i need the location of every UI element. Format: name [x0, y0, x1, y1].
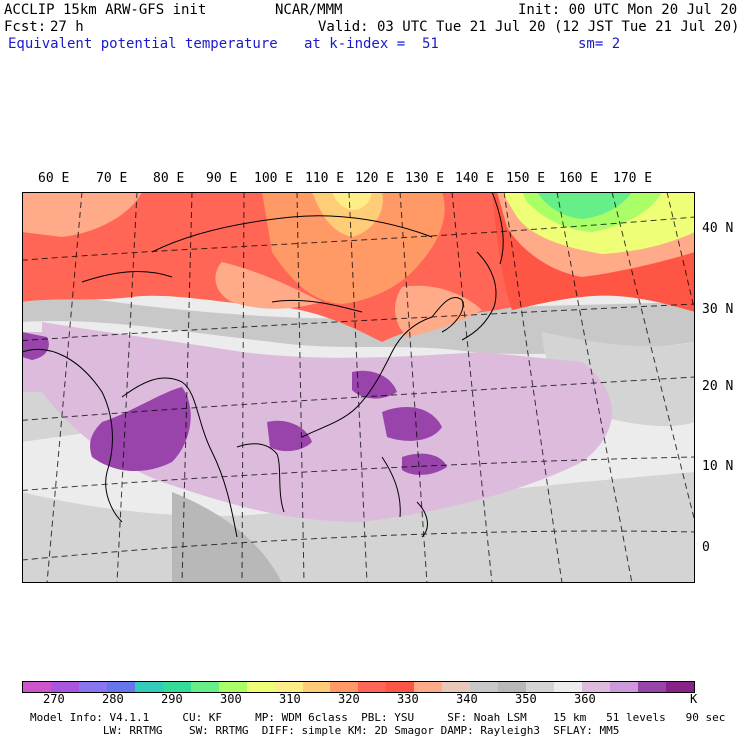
colorbar-swatch — [50, 682, 79, 692]
colorbar-swatch — [302, 682, 331, 692]
warm-belt — [262, 192, 445, 304]
theta-e-map — [22, 192, 695, 583]
lat-label: 20 N — [702, 379, 734, 394]
colorbar-swatch — [526, 682, 555, 692]
lon-label: 140 E — [455, 171, 495, 186]
colorbar-swatch — [498, 682, 527, 692]
colorbar-swatch — [106, 682, 135, 692]
moist-core — [402, 453, 447, 475]
lon-label: 100 E — [254, 171, 294, 186]
colorbar-swatch — [274, 682, 303, 692]
lat-label: 30 N — [702, 302, 734, 317]
colorbar-swatch — [442, 682, 471, 692]
lon-label: 90 E — [206, 171, 238, 186]
organization-label: NCAR/MMM — [275, 2, 343, 18]
field-name: Equivalent potential temperature — [8, 36, 278, 52]
lat-label: 0 — [702, 540, 710, 555]
colorbar-swatch — [330, 682, 359, 692]
init-time: Init: 00 UTC Mon 20 Jul 20 — [518, 2, 738, 18]
forecast-label: Fcst: — [4, 19, 47, 35]
warm-belt — [22, 192, 142, 237]
moist-core — [267, 420, 312, 452]
colorbar-tick-label: 330 — [397, 692, 419, 706]
colorbar-swatch — [665, 682, 694, 692]
moist-core — [382, 407, 442, 441]
colorbar-swatch — [637, 682, 666, 692]
colorbar-tick-label: 350 — [515, 692, 537, 706]
grey-band — [172, 492, 282, 583]
lat-label: 40 N — [702, 221, 734, 236]
lon-label: 110 E — [305, 171, 345, 186]
lon-label: 160 E — [559, 171, 599, 186]
level-label: at k-index = 51 — [304, 36, 439, 52]
colorbar-swatch — [190, 682, 219, 692]
colorbar-tick-label: 340 — [456, 692, 478, 706]
lon-label: 60 E — [38, 171, 70, 186]
colorbar-swatch — [134, 682, 163, 692]
lon-label: 170 E — [613, 171, 653, 186]
lon-label: 130 E — [405, 171, 445, 186]
colorbar-tick-label: 360 — [574, 692, 596, 706]
model-info-line2: LW: RRTMG SW: RRTMG DIFF: simple KM: 2D … — [30, 724, 620, 737]
model-title: ACCLIP 15km ARW-GFS init — [4, 2, 207, 18]
lon-label: 120 E — [355, 171, 395, 186]
colorbar-tick-label: 270 — [43, 692, 65, 706]
colorbar-swatch — [358, 682, 387, 692]
colorbar-swatch — [470, 682, 499, 692]
colorbar-tick-label: 280 — [102, 692, 124, 706]
warm-belt — [215, 262, 322, 309]
colorbar-tick-label: 320 — [338, 692, 360, 706]
moist-core — [90, 387, 191, 472]
forecast-hour: 27 h — [50, 19, 84, 35]
lon-label: 70 E — [96, 171, 128, 186]
model-info-line1: Model Info: V4.1.1 CU: KF MP: WDM 6class… — [30, 711, 726, 724]
lon-label: 80 E — [153, 171, 185, 186]
colorbar-swatch — [246, 682, 275, 692]
colorbar-tick-label: 300 — [220, 692, 242, 706]
colorbar — [22, 681, 695, 693]
colorbar-swatch — [78, 682, 107, 692]
colorbar-swatch — [386, 682, 415, 692]
colorbar-swatch — [582, 682, 611, 692]
colorbar-swatch — [218, 682, 247, 692]
colorbar-unit: K — [690, 692, 698, 706]
colorbar-tick-label: 290 — [161, 692, 183, 706]
lat-label: 10 N — [702, 459, 734, 474]
smoothing-label: sm= 2 — [578, 36, 621, 52]
colorbar-swatch — [414, 682, 443, 692]
valid-time: Valid: 03 UTC Tue 21 Jul 20 (12 JST Tue … — [318, 19, 740, 35]
lon-label: 150 E — [506, 171, 546, 186]
colorbar-tick-label: 310 — [279, 692, 301, 706]
coastlines — [22, 192, 504, 538]
colorbar-swatch — [554, 682, 583, 692]
colorbar-swatch — [162, 682, 191, 692]
colorbar-swatch — [610, 682, 638, 692]
warm-belt — [332, 192, 372, 210]
graticule — [22, 192, 695, 583]
colorbar-swatch — [23, 682, 51, 692]
